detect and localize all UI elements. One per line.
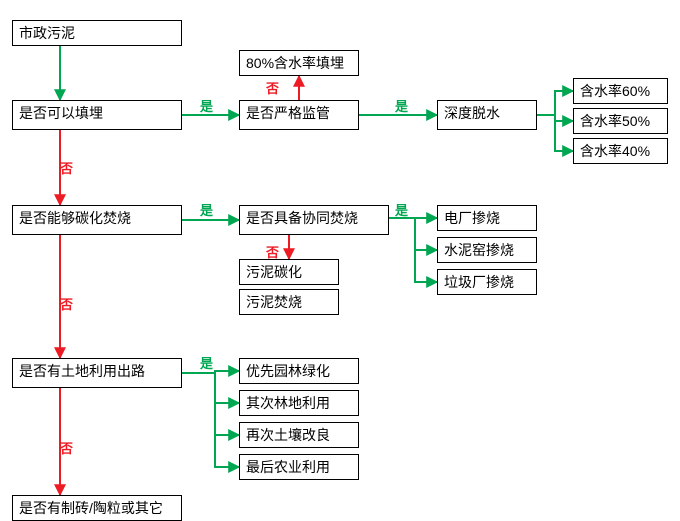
- flow-node-n_soil: 再次土壤改良: [239, 422, 359, 448]
- flow-node-n_w40: 含水率40%: [573, 138, 668, 164]
- flow-node-n_plant: 电厂掺烧: [437, 205, 537, 231]
- flow-node-n_landuse_q: 是否有土地利用出路: [12, 358, 182, 388]
- flow-node-n_garden: 优先园林绿化: [239, 358, 359, 384]
- edge-n_dewater-to-n_w50: [537, 115, 573, 121]
- flow-node-n_sludgeincin: 污泥焚烧: [239, 289, 339, 315]
- edge-label-l_yes_3: 是: [200, 200, 213, 219]
- edge-n_dewater-to-n_w40: [537, 115, 573, 151]
- edge-n_coincin_q-to-n_waste: [389, 218, 437, 282]
- flow-node-n_forest: 其次林地利用: [239, 390, 359, 416]
- edge-label-l_no_1: 否: [266, 78, 279, 97]
- flow-node-n_carb_q: 是否能够碳化焚烧: [12, 205, 182, 235]
- edge-label-l_no_4: 否: [60, 294, 73, 313]
- flow-node-n_landfill_q: 是否可以填埋: [12, 100, 182, 130]
- edge-label-l_no_2: 否: [60, 158, 73, 177]
- flow-node-n_agri: 最后农业利用: [239, 454, 359, 480]
- edge-label-l_no_3: 否: [266, 242, 279, 261]
- flow-node-n_brick_q: 是否有制砖/陶粒或其它: [12, 495, 182, 521]
- flow-node-n_cement: 水泥窑掺烧: [437, 237, 537, 263]
- flow-node-n_w50: 含水率50%: [573, 108, 668, 134]
- edge-n_landuse_q-to-n_agri: [182, 373, 239, 467]
- edge-n_coincin_q-to-n_cement: [389, 218, 437, 250]
- flow-node-n_strict_q: 是否严格监管: [239, 100, 359, 130]
- flow-node-n_coincin_q: 是否具备协同焚烧: [239, 205, 389, 235]
- edge-label-l_no_5: 否: [60, 438, 73, 457]
- edge-n_landuse_q-to-n_soil: [182, 373, 239, 435]
- flow-node-n_lf80: 80%含水率填埋: [239, 50, 359, 76]
- flow-node-n_start: 市政污泥: [12, 20, 182, 46]
- edge-n_landuse_q-to-n_forest: [182, 373, 239, 403]
- edge-label-l_yes_2: 是: [395, 96, 408, 115]
- flow-node-n_w60: 含水率60%: [573, 78, 668, 104]
- edge-label-l_yes_4: 是: [395, 200, 408, 219]
- edge-label-l_yes_1: 是: [200, 96, 213, 115]
- flow-node-n_dewater: 深度脱水: [437, 100, 537, 130]
- flow-node-n_waste: 垃圾厂掺烧: [437, 269, 537, 295]
- edge-n_dewater-to-n_w60: [537, 91, 573, 115]
- flow-node-n_sludgecarb: 污泥碳化: [239, 259, 339, 285]
- edge-label-l_yes_5: 是: [200, 353, 213, 372]
